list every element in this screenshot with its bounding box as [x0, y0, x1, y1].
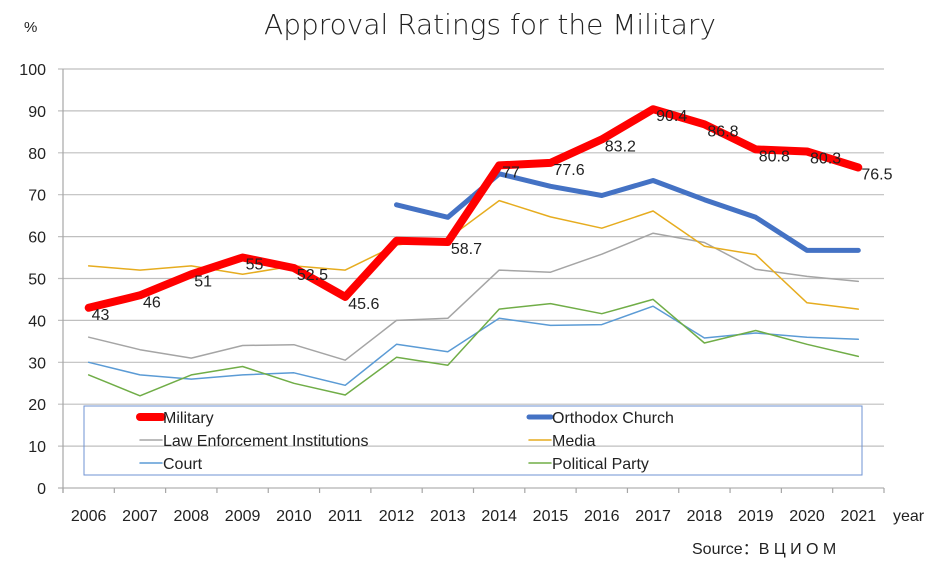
y-tick-label: 60	[28, 230, 46, 247]
data-label-military: 58.7	[451, 241, 482, 258]
legend-item-media[interactable]: Media	[528, 433, 596, 450]
data-label-military: 80.8	[759, 148, 790, 165]
y-tick-label: 100	[19, 62, 46, 79]
x-axis-title: year	[893, 508, 925, 525]
y-tick-label: 30	[28, 355, 46, 372]
x-tick-label: 2012	[379, 508, 415, 525]
series-line-orthodox-church	[394, 171, 861, 253]
x-tick-label: 2011	[328, 508, 363, 525]
y-tick-label: 90	[28, 104, 46, 121]
x-tick-label: 2018	[687, 508, 723, 525]
data-label-military: 77	[502, 164, 520, 181]
x-tick-label: 2010	[276, 508, 312, 525]
x-tick-label: 2016	[584, 508, 620, 525]
legend-item-orthodox-church[interactable]: Orthodox Church	[526, 410, 674, 427]
legend-label: Court	[163, 456, 203, 473]
data-label-military: 77.6	[553, 162, 584, 179]
data-label-military: 51	[194, 273, 212, 290]
y-tick-label: 40	[28, 313, 46, 330]
x-tick-label: 2013	[430, 508, 466, 525]
legend: Military Orthodox Church Law Enforcement I…	[83, 405, 863, 476]
y-tick-label: 80	[28, 146, 46, 163]
series-line-law-enforcement-institutions	[87, 232, 860, 361]
y-tick-label: 0	[37, 481, 46, 498]
y-axis-unit-label: %	[24, 19, 37, 36]
legend-box	[83, 405, 863, 476]
source-note: Source：В Ц И О М	[692, 541, 836, 558]
x-tick-label: 2009	[225, 508, 261, 525]
series-line-military	[84, 105, 863, 312]
series-line-court	[87, 305, 860, 387]
legend-label: Military	[163, 410, 214, 427]
series-line-political-party	[87, 298, 860, 397]
chart-title: Approval Ratings for the Military	[264, 8, 716, 41]
x-tick-label: 2007	[122, 508, 158, 525]
data-label-military: 55	[246, 257, 264, 274]
data-label-military: 80.3	[810, 151, 841, 168]
x-tick-label: 2014	[481, 508, 517, 525]
data-label-military: 46	[143, 294, 161, 311]
data-label-military: 83.2	[605, 138, 636, 155]
series-lines	[84, 105, 863, 397]
data-label-military: 45.6	[348, 296, 379, 313]
legend-label: Political Party	[552, 456, 649, 473]
x-tick-label: 2019	[738, 508, 774, 525]
data-label-military: 76.5	[861, 166, 892, 183]
legend-item-political-party[interactable]: Political Party	[528, 456, 649, 473]
axes: 0 10 20 30 40 50 60 70 80 90 100 2006 2007 2008 2009 20…	[19, 62, 885, 525]
legend-label: Law Enforcement Institutions	[163, 433, 368, 450]
x-tick-label: 2008	[173, 508, 209, 525]
y-tick-label: 20	[28, 397, 46, 414]
legend-item-military[interactable]: Military	[136, 410, 214, 427]
x-tick-label: 2021	[841, 508, 877, 525]
legend-item-law-enforcement-institutions[interactable]: Law Enforcement Institutions	[139, 433, 368, 450]
legend-label: Orthodox Church	[552, 410, 674, 427]
x-tick-label: 2020	[789, 508, 825, 525]
gridlines	[58, 68, 884, 489]
data-label-military: 86.8	[707, 123, 738, 140]
data-label-military: 90.4	[656, 108, 687, 125]
legend-label: Media	[552, 433, 596, 450]
data-label-military: 43	[92, 307, 110, 324]
y-tick-label: 10	[28, 439, 46, 456]
data-label-military: 52.5	[297, 267, 328, 284]
x-tick-label: 2015	[533, 508, 569, 525]
y-tick-label: 70	[28, 188, 46, 205]
x-tick-label: 2006	[71, 508, 107, 525]
legend-item-court[interactable]: Court	[139, 456, 203, 473]
data-labels: 43 46 51 55 52.5 45.6 58.7 77 77.6 83.2 90.4 86.8 80…	[92, 108, 893, 324]
x-tick-label: 2017	[635, 508, 671, 525]
y-tick-label: 50	[28, 272, 46, 289]
